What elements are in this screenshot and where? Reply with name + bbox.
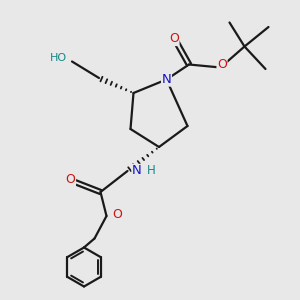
Text: N: N bbox=[132, 164, 142, 178]
Text: O: O bbox=[112, 208, 122, 221]
Text: O: O bbox=[66, 172, 75, 186]
Text: N: N bbox=[162, 73, 171, 86]
Text: O: O bbox=[217, 58, 227, 71]
Text: H: H bbox=[147, 164, 156, 178]
Text: HO: HO bbox=[50, 53, 67, 64]
Text: O: O bbox=[169, 32, 179, 46]
